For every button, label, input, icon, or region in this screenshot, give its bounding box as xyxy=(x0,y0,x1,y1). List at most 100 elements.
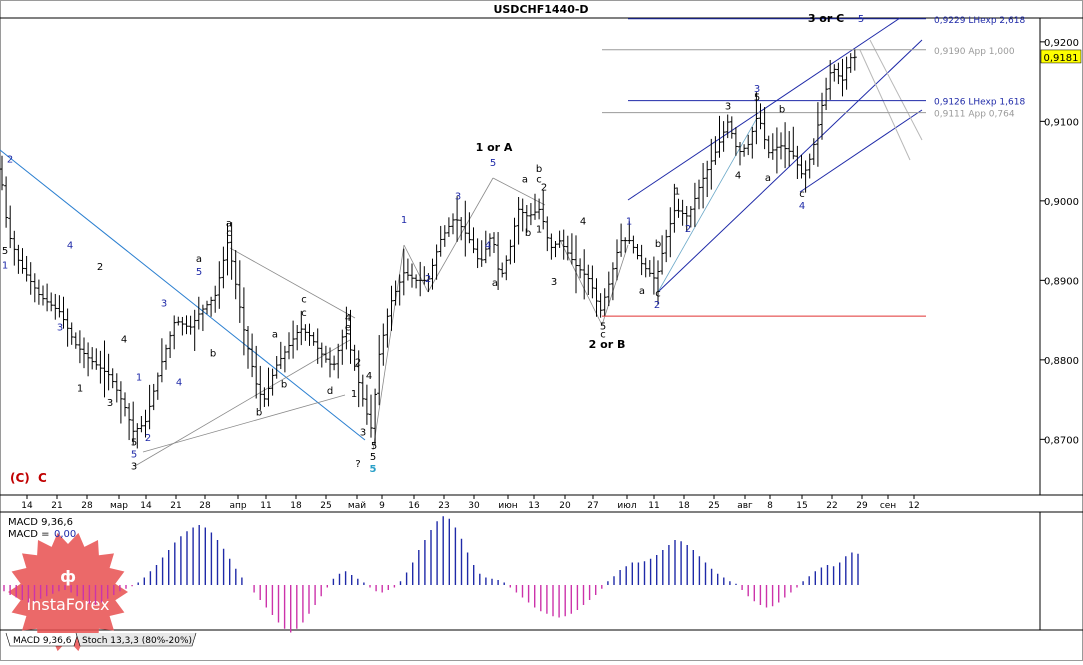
price-bar xyxy=(791,126,796,160)
price-bar xyxy=(299,310,304,346)
wave-label: c xyxy=(799,189,805,200)
price-bar xyxy=(672,183,677,233)
price-bar xyxy=(848,53,853,73)
x-tick-label: 21 xyxy=(170,501,181,511)
wave-label: d xyxy=(327,386,333,397)
price-bar xyxy=(0,155,4,191)
price-bar xyxy=(36,279,41,305)
x-tick-label: 11 xyxy=(260,501,271,511)
price-bar xyxy=(385,308,390,348)
price-bar xyxy=(414,274,419,289)
price-bar xyxy=(205,300,209,315)
price-bar xyxy=(8,205,13,249)
wave-label: 2 xyxy=(355,357,361,368)
wave-label: a xyxy=(765,173,771,184)
x-tick-label: 15 xyxy=(796,501,807,511)
wave-label: a xyxy=(492,278,498,289)
price-bar xyxy=(508,239,513,265)
wave-label: b xyxy=(256,408,262,419)
price-bar xyxy=(188,315,193,335)
wave-label: 2 xyxy=(97,262,103,273)
tab-macd[interactable] xyxy=(5,632,79,647)
wave-label: c xyxy=(226,228,232,239)
price-bar xyxy=(836,62,841,85)
price-bar xyxy=(541,190,546,230)
x-tick-label: 14 xyxy=(140,501,152,511)
wave-label: 4 xyxy=(799,201,805,212)
price-bar xyxy=(237,260,242,323)
price-bar xyxy=(668,207,673,258)
macd-histogram xyxy=(3,516,859,633)
price-bar xyxy=(155,372,160,400)
price-bar xyxy=(742,144,747,157)
current-price-tag xyxy=(1040,49,1082,64)
price-bar xyxy=(451,213,455,235)
trend-line xyxy=(492,177,546,206)
tab-stoch[interactable] xyxy=(75,632,197,647)
price-bar xyxy=(475,238,480,269)
price-bar xyxy=(164,344,168,370)
channel-lines xyxy=(0,17,923,467)
wave-label: 2 xyxy=(425,274,431,285)
trend-line xyxy=(0,149,366,441)
price-bar xyxy=(381,323,386,366)
price-bar xyxy=(200,304,205,332)
price-bar xyxy=(619,223,624,257)
price-bar xyxy=(528,203,533,226)
price-bar xyxy=(820,92,824,140)
price-bar xyxy=(180,316,185,336)
trend-line xyxy=(601,244,629,326)
price-bar xyxy=(49,292,54,312)
price-bar xyxy=(393,280,398,306)
price-bar xyxy=(110,368,115,389)
price-bar xyxy=(660,235,665,275)
price-bar xyxy=(332,355,337,371)
price-bar xyxy=(824,77,829,111)
price-bar xyxy=(123,392,127,417)
trend-line xyxy=(142,394,346,453)
price-bar xyxy=(492,232,496,253)
price-bar xyxy=(360,374,365,407)
x-tick-label: 28 xyxy=(199,501,211,511)
price-bar xyxy=(364,384,369,425)
price-bar xyxy=(795,145,800,179)
trend-line xyxy=(869,39,923,141)
price-bar xyxy=(446,217,451,237)
wave-label: 5 xyxy=(370,452,376,463)
price-bar xyxy=(774,127,779,174)
time-axis: 14 21 28 мар 14 21 28 апр 11 18 25 май 9 16 23 30 июн 13 2… xyxy=(21,495,920,511)
price-bar xyxy=(172,315,177,350)
wave-label: 3 xyxy=(455,191,461,202)
price-bar xyxy=(4,176,9,228)
price-bar xyxy=(430,258,435,290)
price-bar xyxy=(426,273,431,293)
price-bar xyxy=(582,249,587,300)
price-bar xyxy=(336,343,341,379)
corner-wave-label: (C) xyxy=(10,471,30,485)
price-bar xyxy=(750,126,755,159)
wave-label: b xyxy=(281,380,287,391)
price-bar xyxy=(20,248,25,274)
price-bar xyxy=(557,230,562,248)
price-bar xyxy=(553,240,558,258)
price-bar xyxy=(389,285,394,331)
price-bar xyxy=(86,342,91,377)
price-axis: 0,9200 0,9100 0,9000 0,8900 0,8800 0,8700 xyxy=(1040,38,1079,446)
price-bar xyxy=(69,322,74,345)
price-bar xyxy=(274,356,279,379)
wave-label: 3 xyxy=(754,84,760,95)
wave-label: c xyxy=(301,308,307,319)
price-bar xyxy=(471,227,476,254)
price-bar xyxy=(725,114,730,139)
price-bar xyxy=(639,244,644,276)
price-bar xyxy=(479,240,484,267)
x-tick-label: 22 xyxy=(826,501,837,511)
wave-label: 2 xyxy=(685,224,691,235)
x-tick-label: 18 xyxy=(290,501,302,511)
price-bar xyxy=(463,200,468,257)
price-bar xyxy=(221,246,226,289)
tab-macd-label: MACD 9,36,6 xyxy=(13,636,72,646)
x-tick-label: 20 xyxy=(559,501,571,511)
